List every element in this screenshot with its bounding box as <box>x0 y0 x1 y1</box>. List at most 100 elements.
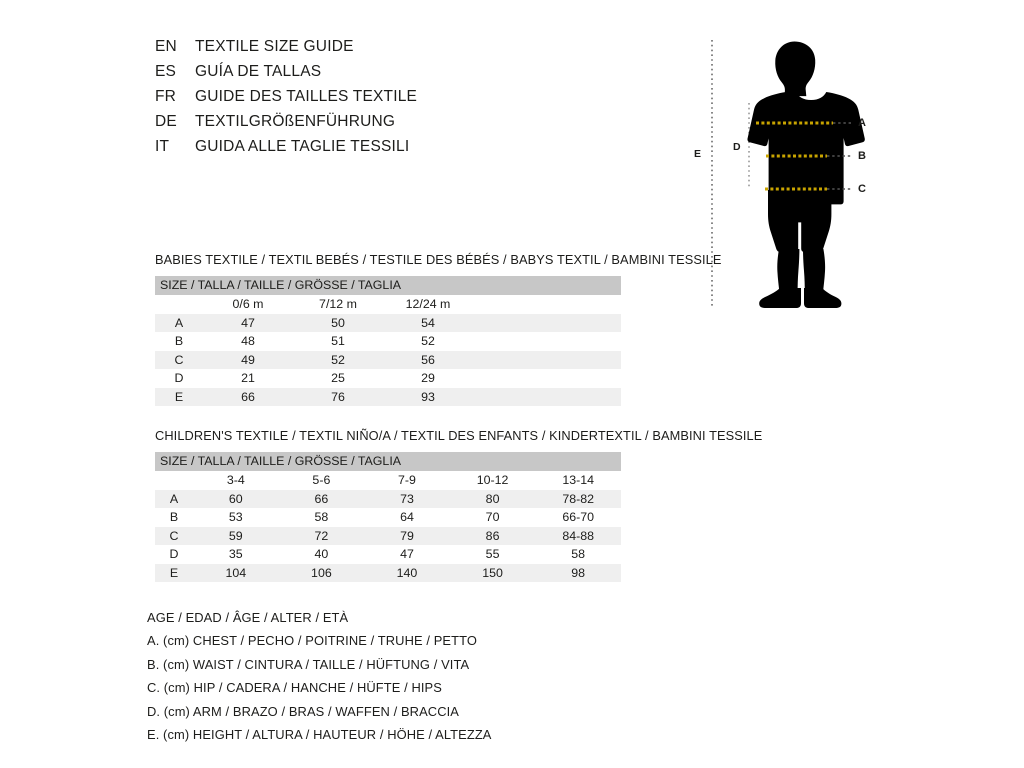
children-cell-a-1: 66 <box>278 489 365 508</box>
children-cell-d-3: 55 <box>449 545 536 564</box>
table-row: E 104 106 140 150 98 <box>155 563 621 582</box>
children-cell-a-3: 80 <box>449 489 536 508</box>
children-col-header-2: 7-9 <box>364 471 450 490</box>
babies-row-label-a: A <box>155 313 203 332</box>
babies-cell-d-pad <box>473 369 621 388</box>
children-cell-c-2: 79 <box>364 526 450 545</box>
children-header-bar: SIZE / TALLA / TAILLE / GRÖSSE / TAGLIA <box>155 452 621 471</box>
children-cell-b-1: 58 <box>278 508 365 527</box>
title-lang-it: IT <box>155 138 170 155</box>
title-text-es: GUÍA DE TALLAS <box>195 63 322 80</box>
legend-item-arm: D. (cm) ARM / BRAZO / BRAS / WAFFEN / BR… <box>147 703 459 719</box>
children-cell-e-4: 98 <box>535 563 621 582</box>
children-header-bar-text: SIZE / TALLA / TAILLE / GRÖSSE / TAGLIA <box>155 452 621 471</box>
babies-header-bar-text: SIZE / TALLA / TAILLE / GRÖSSE / TAGLIA <box>155 276 621 295</box>
children-cell-b-3: 70 <box>449 508 536 527</box>
legend-item-chest: A. (cm) CHEST / PECHO / POITRINE / TRUHE… <box>147 633 477 649</box>
babies-row-label-c: C <box>155 350 203 369</box>
babies-cell-b-0: 48 <box>203 332 293 351</box>
babies-cell-a-0: 47 <box>203 313 293 332</box>
table-row: A 47 50 54 <box>155 313 621 332</box>
babies-row-label-d: D <box>155 369 203 388</box>
child-silhouette-svg <box>711 40 865 308</box>
children-corner-cell <box>155 471 193 490</box>
title-row-fr: FR GUIDE DES TAILLES TEXTILE <box>155 88 615 113</box>
babies-cell-d-2: 29 <box>383 369 473 388</box>
silhouette-shoe-right <box>804 288 842 308</box>
babies-row-label-e: E <box>155 387 203 406</box>
figure-label-b: B <box>858 150 866 162</box>
babies-cell-a-pad <box>473 313 621 332</box>
title-lang-es: ES <box>155 63 177 80</box>
table-row: D 35 40 47 55 58 <box>155 545 621 564</box>
babies-cell-b-1: 51 <box>293 332 383 351</box>
silhouette-shoe-left <box>759 288 801 308</box>
children-cell-c-0: 59 <box>193 526 279 545</box>
children-cell-b-2: 64 <box>364 508 450 527</box>
babies-cell-a-1: 50 <box>293 313 383 332</box>
children-cell-c-4: 84-88 <box>535 526 621 545</box>
table-row: D 21 25 29 <box>155 369 621 388</box>
babies-cell-b-2: 52 <box>383 332 473 351</box>
babies-cell-e-0: 66 <box>203 387 293 406</box>
title-text-de: TEXTILGRÖßENFÜHRUNG <box>195 113 396 130</box>
silhouette-leg-left <box>777 249 800 298</box>
babies-cell-c-1: 52 <box>293 350 383 369</box>
children-row-label-d: D <box>155 545 193 564</box>
table-row: B 53 58 64 70 66-70 <box>155 508 621 527</box>
babies-corner-cell <box>155 295 203 314</box>
children-cell-d-4: 58 <box>535 545 621 564</box>
table-row: C 49 52 56 <box>155 350 621 369</box>
measurement-legend: AGE / EDAD / ÂGE / ALTER / ETÀ A. (cm) C… <box>147 606 607 746</box>
title-row-es: ES GUÍA DE TALLAS <box>155 63 615 88</box>
children-column-header-row: 3-4 5-6 7-9 10-12 13-14 <box>155 471 621 490</box>
table-row: A 60 66 73 80 78-82 <box>155 489 621 508</box>
title-lang-en: EN <box>155 38 177 55</box>
legend-item-height: E. (cm) HEIGHT / ALTURA / HAUTEUR / HÖHE… <box>147 726 492 742</box>
babies-header-bar: SIZE / TALLA / TAILLE / GRÖSSE / TAGLIA <box>155 276 621 295</box>
title-lang-de: DE <box>155 113 177 130</box>
babies-cell-c-2: 56 <box>383 350 473 369</box>
babies-col-header-pad <box>473 295 621 314</box>
babies-cell-e-1: 76 <box>293 387 383 406</box>
title-row-it: IT GUIDA ALLE TAGLIE TESSILI <box>155 138 615 163</box>
babies-cell-d-0: 21 <box>203 369 293 388</box>
children-cell-a-2: 73 <box>364 489 450 508</box>
legend-item-waist: B. (cm) WAIST / CINTURA / TAILLE / HÜFTU… <box>147 656 470 672</box>
children-cell-b-0: 53 <box>193 508 279 527</box>
title-text-it: GUIDA ALLE TAGLIE TESSILI <box>195 138 410 155</box>
babies-cell-c-0: 49 <box>203 350 293 369</box>
legend-item-age: AGE / EDAD / ÂGE / ALTER / ETÀ <box>147 610 349 625</box>
children-cell-d-2: 47 <box>364 545 450 564</box>
babies-cell-d-1: 25 <box>293 369 383 388</box>
babies-col-header-0: 0/6 m <box>203 295 293 314</box>
title-row-en: EN TEXTILE SIZE GUIDE <box>155 38 615 63</box>
silhouette-shorts <box>768 190 832 252</box>
table-row: C 59 72 79 86 84-88 <box>155 526 621 545</box>
children-row-label-c: C <box>155 526 193 545</box>
section-babies-textile: BABIES TEXTILE / TEXTIL BEBÉS / TESTILE … <box>155 252 722 406</box>
children-cell-d-0: 35 <box>193 545 279 564</box>
babies-section-caption: BABIES TEXTILE / TEXTIL BEBÉS / TESTILE … <box>155 252 722 267</box>
children-col-header-3: 10-12 <box>449 471 536 490</box>
title-text-en: TEXTILE SIZE GUIDE <box>195 38 354 55</box>
children-cell-c-1: 72 <box>278 526 365 545</box>
children-row-label-e: E <box>155 563 193 582</box>
legend-item-hip: C. (cm) HIP / CADERA / HANCHE / HÜFTE / … <box>147 680 442 696</box>
title-lang-fr: FR <box>155 88 177 105</box>
figure-label-e: E <box>694 148 702 160</box>
babies-cell-b-pad <box>473 332 621 351</box>
title-block: EN TEXTILE SIZE GUIDE ES GUÍA DE TALLAS … <box>155 38 615 163</box>
title-row-de: DE TEXTILGRÖßENFÜHRUNG <box>155 113 615 138</box>
children-cell-e-2: 140 <box>364 563 450 582</box>
babies-col-header-2: 12/24 m <box>383 295 473 314</box>
figure-label-a: A <box>858 117 866 129</box>
children-cell-e-0: 104 <box>193 563 279 582</box>
section-children-textile: CHILDREN'S TEXTILE / TEXTIL NIÑO/A / TEX… <box>155 428 763 582</box>
children-cell-e-3: 150 <box>449 563 536 582</box>
babies-col-header-1: 7/12 m <box>293 295 383 314</box>
babies-cell-a-2: 54 <box>383 313 473 332</box>
children-section-caption: CHILDREN'S TEXTILE / TEXTIL NIÑO/A / TEX… <box>155 428 763 443</box>
silhouette-leg-right <box>803 249 826 298</box>
figure-label-c: C <box>858 183 866 195</box>
